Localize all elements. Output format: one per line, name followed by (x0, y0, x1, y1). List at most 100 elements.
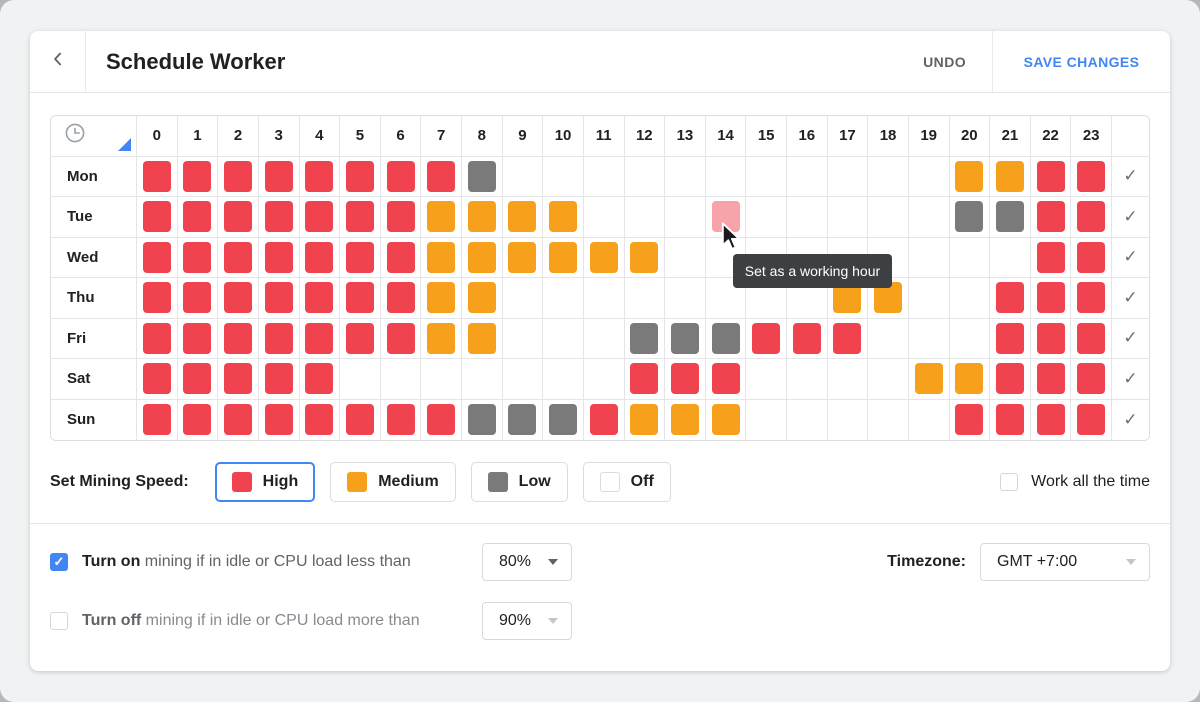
work-all-the-time-checkbox[interactable] (1000, 473, 1019, 491)
schedule-cell-mon-23[interactable] (1071, 156, 1112, 197)
schedule-cell-tue-1[interactable] (177, 197, 219, 238)
schedule-cell-sun-11[interactable] (584, 399, 625, 440)
schedule-cell-sun-8[interactable] (462, 399, 503, 440)
schedule-cell-fri-5[interactable] (340, 318, 381, 359)
schedule-cell-sun-22[interactable] (1031, 399, 1072, 440)
speed-medium-button[interactable]: Medium (330, 462, 456, 502)
schedule-cell-sat-0[interactable] (137, 359, 178, 400)
schedule-cell-thu-6[interactable] (380, 278, 422, 319)
schedule-cell-wed-9[interactable] (502, 237, 544, 278)
schedule-cell-fri-13[interactable] (665, 318, 706, 359)
schedule-cell-sun-17[interactable] (828, 399, 869, 440)
schedule-cell-mon-16[interactable] (787, 156, 828, 197)
schedule-cell-sat-1[interactable] (177, 359, 219, 400)
schedule-cell-tue-18[interactable] (868, 197, 909, 238)
schedule-cell-wed-10[interactable] (543, 237, 584, 278)
schedule-cell-sat-17[interactable] (827, 359, 869, 400)
schedule-cell-sat-23[interactable] (1071, 359, 1112, 400)
schedule-cell-fri-18[interactable] (868, 318, 909, 359)
schedule-cell-mon-11[interactable] (583, 156, 625, 197)
schedule-cell-fri-2[interactable] (218, 318, 259, 359)
schedule-cell-sun-6[interactable] (381, 399, 422, 440)
schedule-cell-sun-23[interactable] (1071, 399, 1112, 440)
schedule-cell-sat-18[interactable] (868, 359, 909, 400)
schedule-cell-wed-13[interactable] (665, 237, 706, 278)
select-day-wed-check[interactable]: ✓ (1112, 238, 1149, 278)
schedule-cell-thu-12[interactable] (624, 278, 666, 319)
schedule-cell-fri-4[interactable] (299, 318, 341, 359)
turn-on-checkbox[interactable]: ✓ (50, 553, 68, 571)
schedule-cell-tue-2[interactable] (218, 197, 259, 238)
schedule-cell-mon-6[interactable] (380, 156, 422, 197)
schedule-cell-tue-14[interactable]: Set as a working hour (705, 197, 893, 288)
schedule-cell-fri-1[interactable] (177, 318, 219, 359)
schedule-cell-sun-13[interactable] (665, 399, 706, 440)
schedule-cell-sat-22[interactable] (1030, 359, 1072, 400)
schedule-cell-thu-0[interactable] (137, 278, 178, 319)
schedule-cell-sat-10[interactable] (543, 359, 584, 400)
schedule-cell-fri-12[interactable] (624, 318, 666, 359)
schedule-cell-mon-10[interactable] (543, 156, 584, 197)
schedule-cell-sun-19[interactable] (909, 399, 950, 440)
schedule-cell-mon-18[interactable] (868, 156, 909, 197)
schedule-cell-tue-0[interactable] (137, 197, 178, 238)
schedule-cell-sun-9[interactable] (503, 399, 544, 440)
schedule-cell-sun-20[interactable] (950, 399, 991, 440)
schedule-cell-tue-23[interactable] (1071, 197, 1112, 238)
schedule-cell-fri-10[interactable] (543, 318, 584, 359)
grid-corner-sort-cell[interactable] (51, 116, 137, 157)
schedule-cell-wed-12[interactable] (624, 237, 666, 278)
select-day-thu-check[interactable]: ✓ (1112, 278, 1149, 319)
schedule-cell-mon-17[interactable] (827, 156, 869, 197)
schedule-cell-sun-2[interactable] (218, 399, 259, 440)
schedule-cell-mon-5[interactable] (340, 156, 381, 197)
schedule-cell-sat-6[interactable] (380, 359, 422, 400)
schedule-cell-tue-5[interactable] (340, 197, 381, 238)
schedule-cell-fri-0[interactable] (137, 318, 178, 359)
schedule-cell-fri-8[interactable] (462, 318, 503, 359)
schedule-cell-sat-9[interactable] (502, 359, 544, 400)
schedule-cell-mon-13[interactable] (665, 156, 706, 197)
schedule-cell-sun-16[interactable] (787, 399, 828, 440)
schedule-cell-tue-7[interactable] (421, 197, 462, 238)
schedule-cell-tue-6[interactable] (380, 197, 422, 238)
schedule-cell-fri-3[interactable] (258, 318, 300, 359)
schedule-cell-wed-11[interactable] (583, 237, 625, 278)
cpu-load-more-than-dropdown[interactable]: 90% (482, 602, 572, 640)
schedule-cell-tue-12[interactable] (624, 197, 666, 238)
schedule-cell-fri-21[interactable] (990, 318, 1031, 359)
schedule-cell-thu-11[interactable] (583, 278, 625, 319)
schedule-cell-fri-20[interactable] (949, 318, 991, 359)
speed-high-button[interactable]: High (214, 462, 316, 502)
schedule-cell-thu-14[interactable] (705, 278, 747, 319)
schedule-cell-mon-9[interactable] (502, 156, 544, 197)
select-day-sat-check[interactable]: ✓ (1112, 359, 1149, 400)
schedule-cell-mon-15[interactable] (746, 156, 787, 197)
schedule-cell-sun-21[interactable] (990, 399, 1031, 440)
schedule-cell-tue-3[interactable] (258, 197, 300, 238)
schedule-cell-wed-22[interactable] (1030, 237, 1072, 278)
schedule-cell-mon-19[interactable] (908, 156, 950, 197)
schedule-cell-sat-5[interactable] (340, 359, 381, 400)
schedule-cell-wed-4[interactable] (299, 237, 341, 278)
schedule-cell-wed-7[interactable] (421, 237, 462, 278)
schedule-cell-mon-1[interactable] (177, 156, 219, 197)
schedule-cell-wed-8[interactable] (462, 237, 503, 278)
schedule-cell-mon-7[interactable] (421, 156, 462, 197)
schedule-cell-sun-14[interactable] (706, 399, 747, 440)
schedule-cell-tue-17[interactable] (827, 197, 869, 238)
schedule-cell-thu-5[interactable] (340, 278, 381, 319)
schedule-cell-wed-5[interactable] (340, 237, 381, 278)
schedule-cell-sun-12[interactable] (625, 399, 666, 440)
work-all-the-time-option[interactable]: Work all the time (1000, 473, 1150, 491)
schedule-cell-sat-20[interactable] (949, 359, 991, 400)
schedule-cell-mon-2[interactable] (218, 156, 259, 197)
schedule-cell-fri-9[interactable] (502, 318, 544, 359)
schedule-cell-sat-21[interactable] (990, 359, 1031, 400)
schedule-cell-tue-8[interactable] (462, 197, 503, 238)
schedule-cell-fri-17[interactable] (827, 318, 869, 359)
schedule-cell-sat-2[interactable] (218, 359, 259, 400)
select-day-sun-check[interactable]: ✓ (1112, 400, 1149, 441)
schedule-cell-tue-21[interactable] (990, 197, 1031, 238)
schedule-cell-thu-23[interactable] (1071, 278, 1112, 319)
